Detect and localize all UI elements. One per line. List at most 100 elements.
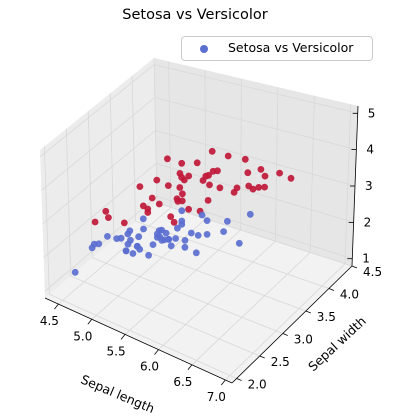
data-point <box>158 237 165 244</box>
legend: Setosa vs Versicolor <box>181 36 373 61</box>
legend-label: Setosa vs Versicolor <box>228 40 353 55</box>
y-axis-label: Sepal width <box>305 313 369 374</box>
x-tick-mark <box>155 350 159 355</box>
z-tick-label: 1 <box>362 252 370 266</box>
data-point <box>171 219 178 226</box>
data-point <box>185 173 192 180</box>
data-point <box>104 233 111 240</box>
z-tick-label: 3 <box>365 179 373 193</box>
data-point <box>182 244 189 251</box>
data-point <box>244 169 251 176</box>
data-point <box>105 214 112 221</box>
data-point <box>242 156 249 163</box>
x-tick-label: 5.5 <box>107 344 126 358</box>
data-point <box>224 218 231 225</box>
data-point <box>261 184 268 191</box>
x-tick-mark <box>54 304 58 309</box>
x-tick-label: 7.0 <box>207 390 226 404</box>
data-point <box>125 241 132 248</box>
data-point <box>89 244 96 251</box>
data-point <box>156 227 163 234</box>
data-point <box>178 160 185 167</box>
x-tick-mark <box>188 365 192 370</box>
x-tick-mark <box>121 334 125 339</box>
data-point <box>140 215 147 222</box>
z-tick-label: 4 <box>366 143 374 157</box>
data-point <box>118 235 125 242</box>
data-point <box>231 189 238 196</box>
data-point <box>276 170 283 177</box>
data-point <box>195 232 202 239</box>
data-point <box>95 240 102 247</box>
data-point <box>262 173 269 180</box>
data-point <box>178 218 185 225</box>
z-tick-label: 5 <box>368 106 376 120</box>
y-tick-mark <box>237 379 242 381</box>
data-point <box>153 177 160 184</box>
chart-title: Setosa vs Versicolor <box>0 7 390 23</box>
data-point <box>135 233 142 240</box>
y-tick-mark <box>306 311 311 313</box>
data-point <box>185 206 192 213</box>
data-point <box>126 227 133 234</box>
x-tick-mark <box>88 319 92 324</box>
y-tick-label: 3.5 <box>317 310 336 324</box>
data-point <box>123 248 130 255</box>
data-point <box>204 231 211 238</box>
y-tick-label: 2.5 <box>271 355 290 369</box>
data-point <box>236 240 243 247</box>
data-point <box>250 186 257 193</box>
data-point <box>163 230 170 237</box>
data-point <box>176 184 183 191</box>
data-point <box>178 207 185 214</box>
data-point <box>205 197 212 204</box>
data-point <box>164 155 171 162</box>
data-point <box>168 242 175 249</box>
data-point <box>165 182 172 189</box>
data-point <box>182 237 189 244</box>
data-point <box>150 241 157 248</box>
data-point <box>179 190 186 197</box>
data-point <box>172 235 179 242</box>
data-point <box>134 243 141 250</box>
legend-marker-icon <box>200 45 208 53</box>
y-tick-label: 2.0 <box>248 378 267 392</box>
data-point <box>145 252 152 259</box>
x-tick-label: 6.0 <box>140 360 159 374</box>
y-tick-label: 4.0 <box>340 288 359 302</box>
x-axis-label: Sepal length <box>79 372 157 416</box>
y-tick-mark <box>260 356 265 358</box>
data-point <box>137 183 144 190</box>
data-point <box>144 209 151 216</box>
x-tick-label: 5.0 <box>73 329 92 343</box>
data-point <box>72 269 79 276</box>
y-tick-mark <box>329 289 334 291</box>
data-point <box>140 226 147 233</box>
data-point <box>247 211 254 218</box>
data-point <box>258 166 265 173</box>
data-point <box>209 148 216 155</box>
y-tick-mark <box>352 266 357 268</box>
y-tick-label: 4.5 <box>363 265 382 279</box>
data-point <box>220 228 227 235</box>
x-tick-label: 6.5 <box>173 375 192 389</box>
data-point <box>200 177 207 184</box>
data-point <box>206 182 213 189</box>
data-point <box>174 195 181 202</box>
data-point <box>217 184 224 191</box>
data-point <box>130 250 137 257</box>
data-point <box>214 167 221 174</box>
data-point <box>92 219 99 226</box>
data-point <box>178 174 185 181</box>
data-point <box>204 217 211 224</box>
data-point <box>156 201 163 208</box>
x-tick-mark <box>221 380 225 385</box>
z-tick-label: 2 <box>364 215 372 229</box>
y-tick-mark <box>283 334 288 336</box>
data-point <box>199 212 206 219</box>
data-point <box>121 220 128 227</box>
x-tick-label: 4.5 <box>40 314 59 328</box>
data-point <box>188 230 195 237</box>
y-tick-label: 3.0 <box>294 333 313 347</box>
